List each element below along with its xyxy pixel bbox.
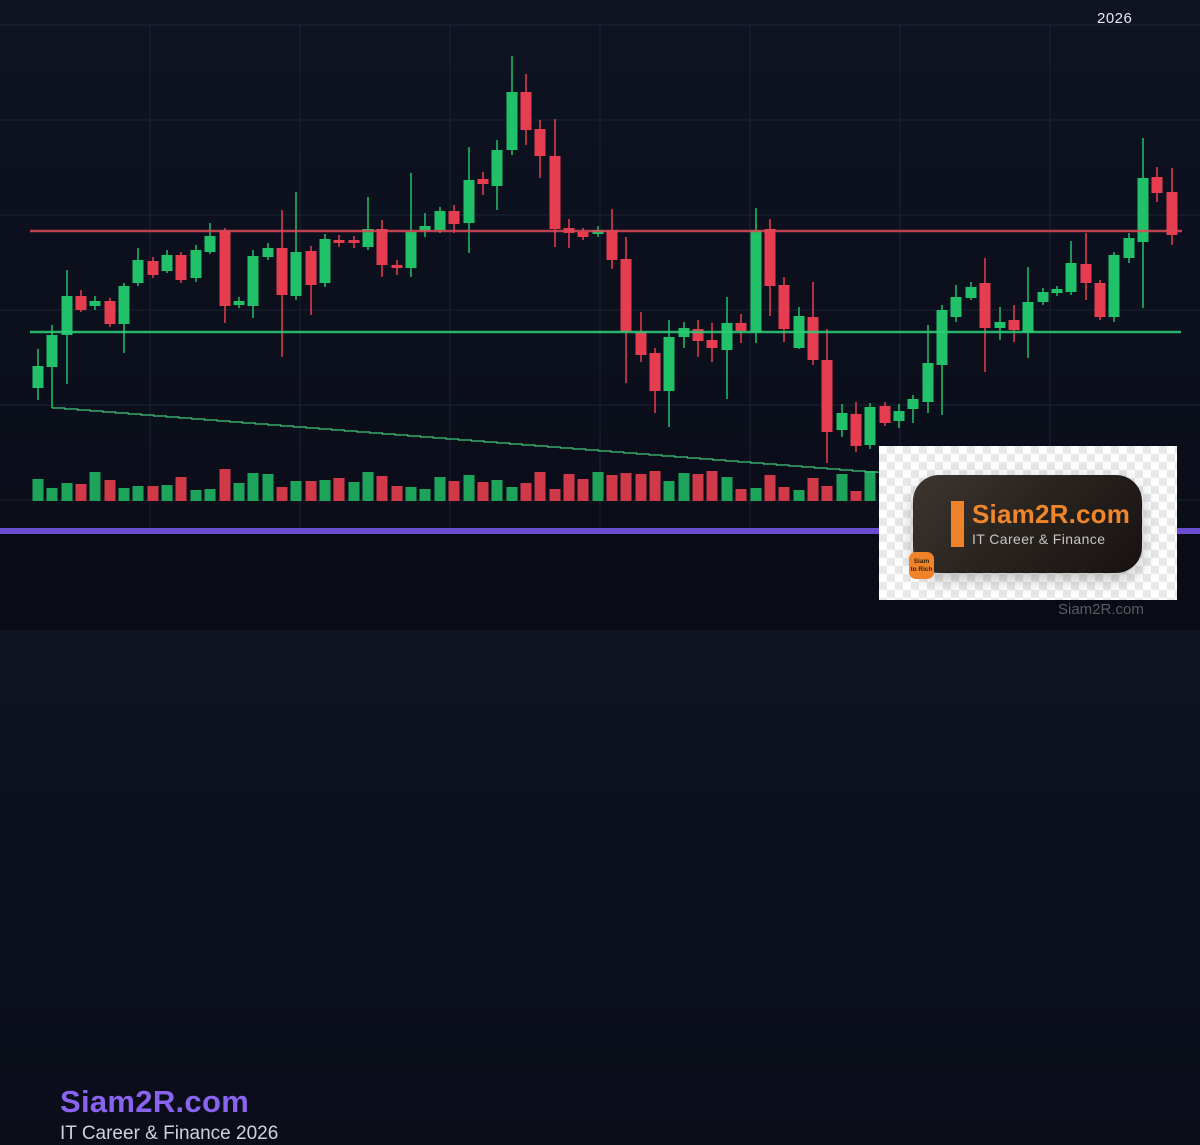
logo-accent-bar: [951, 501, 964, 547]
sticker-tagline: IT Career & Finance: [972, 531, 1106, 548]
siam-to-rich-logo: Siam to Rich: [909, 552, 934, 579]
year-label: 2026: [1097, 10, 1133, 27]
accent-divider: [0, 528, 1200, 534]
sticker-content: Siam2R.com IT Career & Finance: [913, 499, 1131, 548]
footer-brand: Siam2R.com: [60, 1084, 250, 1119]
badge-line2: to Rich: [910, 565, 933, 573]
watermark-text: Siam2R.com: [1058, 601, 1144, 618]
banner-canvas: 2026 Siam2R.com IT Career & Finance 2026…: [0, 10, 1200, 1144]
sticker-brand: Siam2R.com: [972, 499, 1131, 529]
candlestick-chart: [0, 24, 1200, 528]
footer-tagline: IT Career & Finance 2026: [60, 1123, 279, 1144]
brand-sticker-card: Siam2R.com IT Career & Finance Siam to R…: [909, 475, 1142, 579]
badge-line1: Siam: [913, 558, 930, 566]
